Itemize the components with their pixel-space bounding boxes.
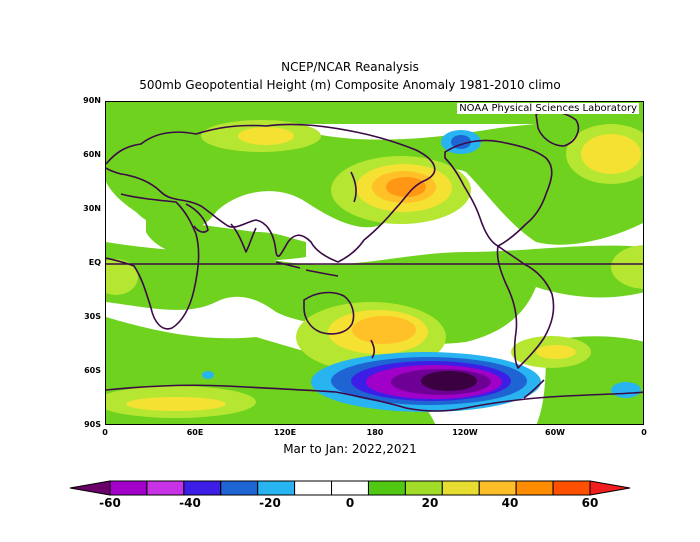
colorbar-cell	[183, 480, 222, 496]
lat-label-60s: 60S	[84, 366, 101, 375]
colorbar-label: 20	[421, 496, 439, 510]
lon-label-120e: 120E	[273, 428, 297, 437]
anomaly-shading-dark	[421, 371, 477, 391]
lon-label-60w: 60W	[545, 428, 565, 437]
colorbar-cell	[515, 480, 554, 496]
credit-label: NOAA Physical Sciences Laboratory	[457, 103, 639, 114]
colorbar-cell	[552, 480, 591, 496]
colorbar-cell	[331, 480, 369, 496]
chart-subtitle: 500mb Geopotential Height (m) Composite …	[139, 78, 561, 92]
anomaly-map: NOAA Physical Sciences Laboratory	[105, 101, 644, 425]
lat-label-60n: 60N	[83, 150, 101, 159]
lat-label-90s: 90S	[84, 420, 101, 429]
colorbar-label: -60	[99, 496, 121, 510]
colorbar-cell	[257, 480, 296, 496]
colorbar-label: 60	[581, 496, 599, 510]
date-range-label: Mar to Jan: 2022,2021	[283, 442, 417, 456]
lat-label-30s: 30S	[84, 312, 101, 321]
anomaly-shading-orange	[386, 177, 426, 197]
colorbar-cell	[589, 480, 631, 496]
lat-label-30n: 30N	[83, 204, 101, 213]
lon-label-120w: 120W	[452, 428, 478, 437]
colorbar	[69, 480, 631, 496]
colorbar-cell	[69, 480, 111, 496]
colorbar-cell	[109, 480, 148, 496]
colorbar-label: -20	[259, 496, 281, 510]
lon-label-60e: 60E	[186, 428, 204, 437]
colorbar-cell	[294, 480, 333, 496]
chart-title: NCEP/NCAR Reanalysis	[281, 60, 419, 74]
colorbar-cell	[441, 480, 480, 496]
lon-label-0-right: 0	[641, 428, 647, 437]
lon-label-180: 180	[366, 428, 384, 437]
colorbar-cell	[220, 480, 259, 496]
colorbar-cell	[478, 480, 517, 496]
lat-label-eq: EQ	[88, 258, 101, 267]
colorbar-label: 40	[501, 496, 519, 510]
coastlines	[106, 111, 643, 412]
colorbar-cell	[146, 480, 185, 496]
colorbar-label: -40	[179, 496, 201, 510]
lat-label-90n: 90N	[83, 96, 101, 105]
colorbar-cell	[367, 480, 406, 496]
colorbar-label: 0	[345, 496, 355, 510]
lon-label-0-left: 0	[102, 428, 108, 437]
colorbar-cell	[404, 480, 443, 496]
map-canvas	[106, 102, 643, 424]
